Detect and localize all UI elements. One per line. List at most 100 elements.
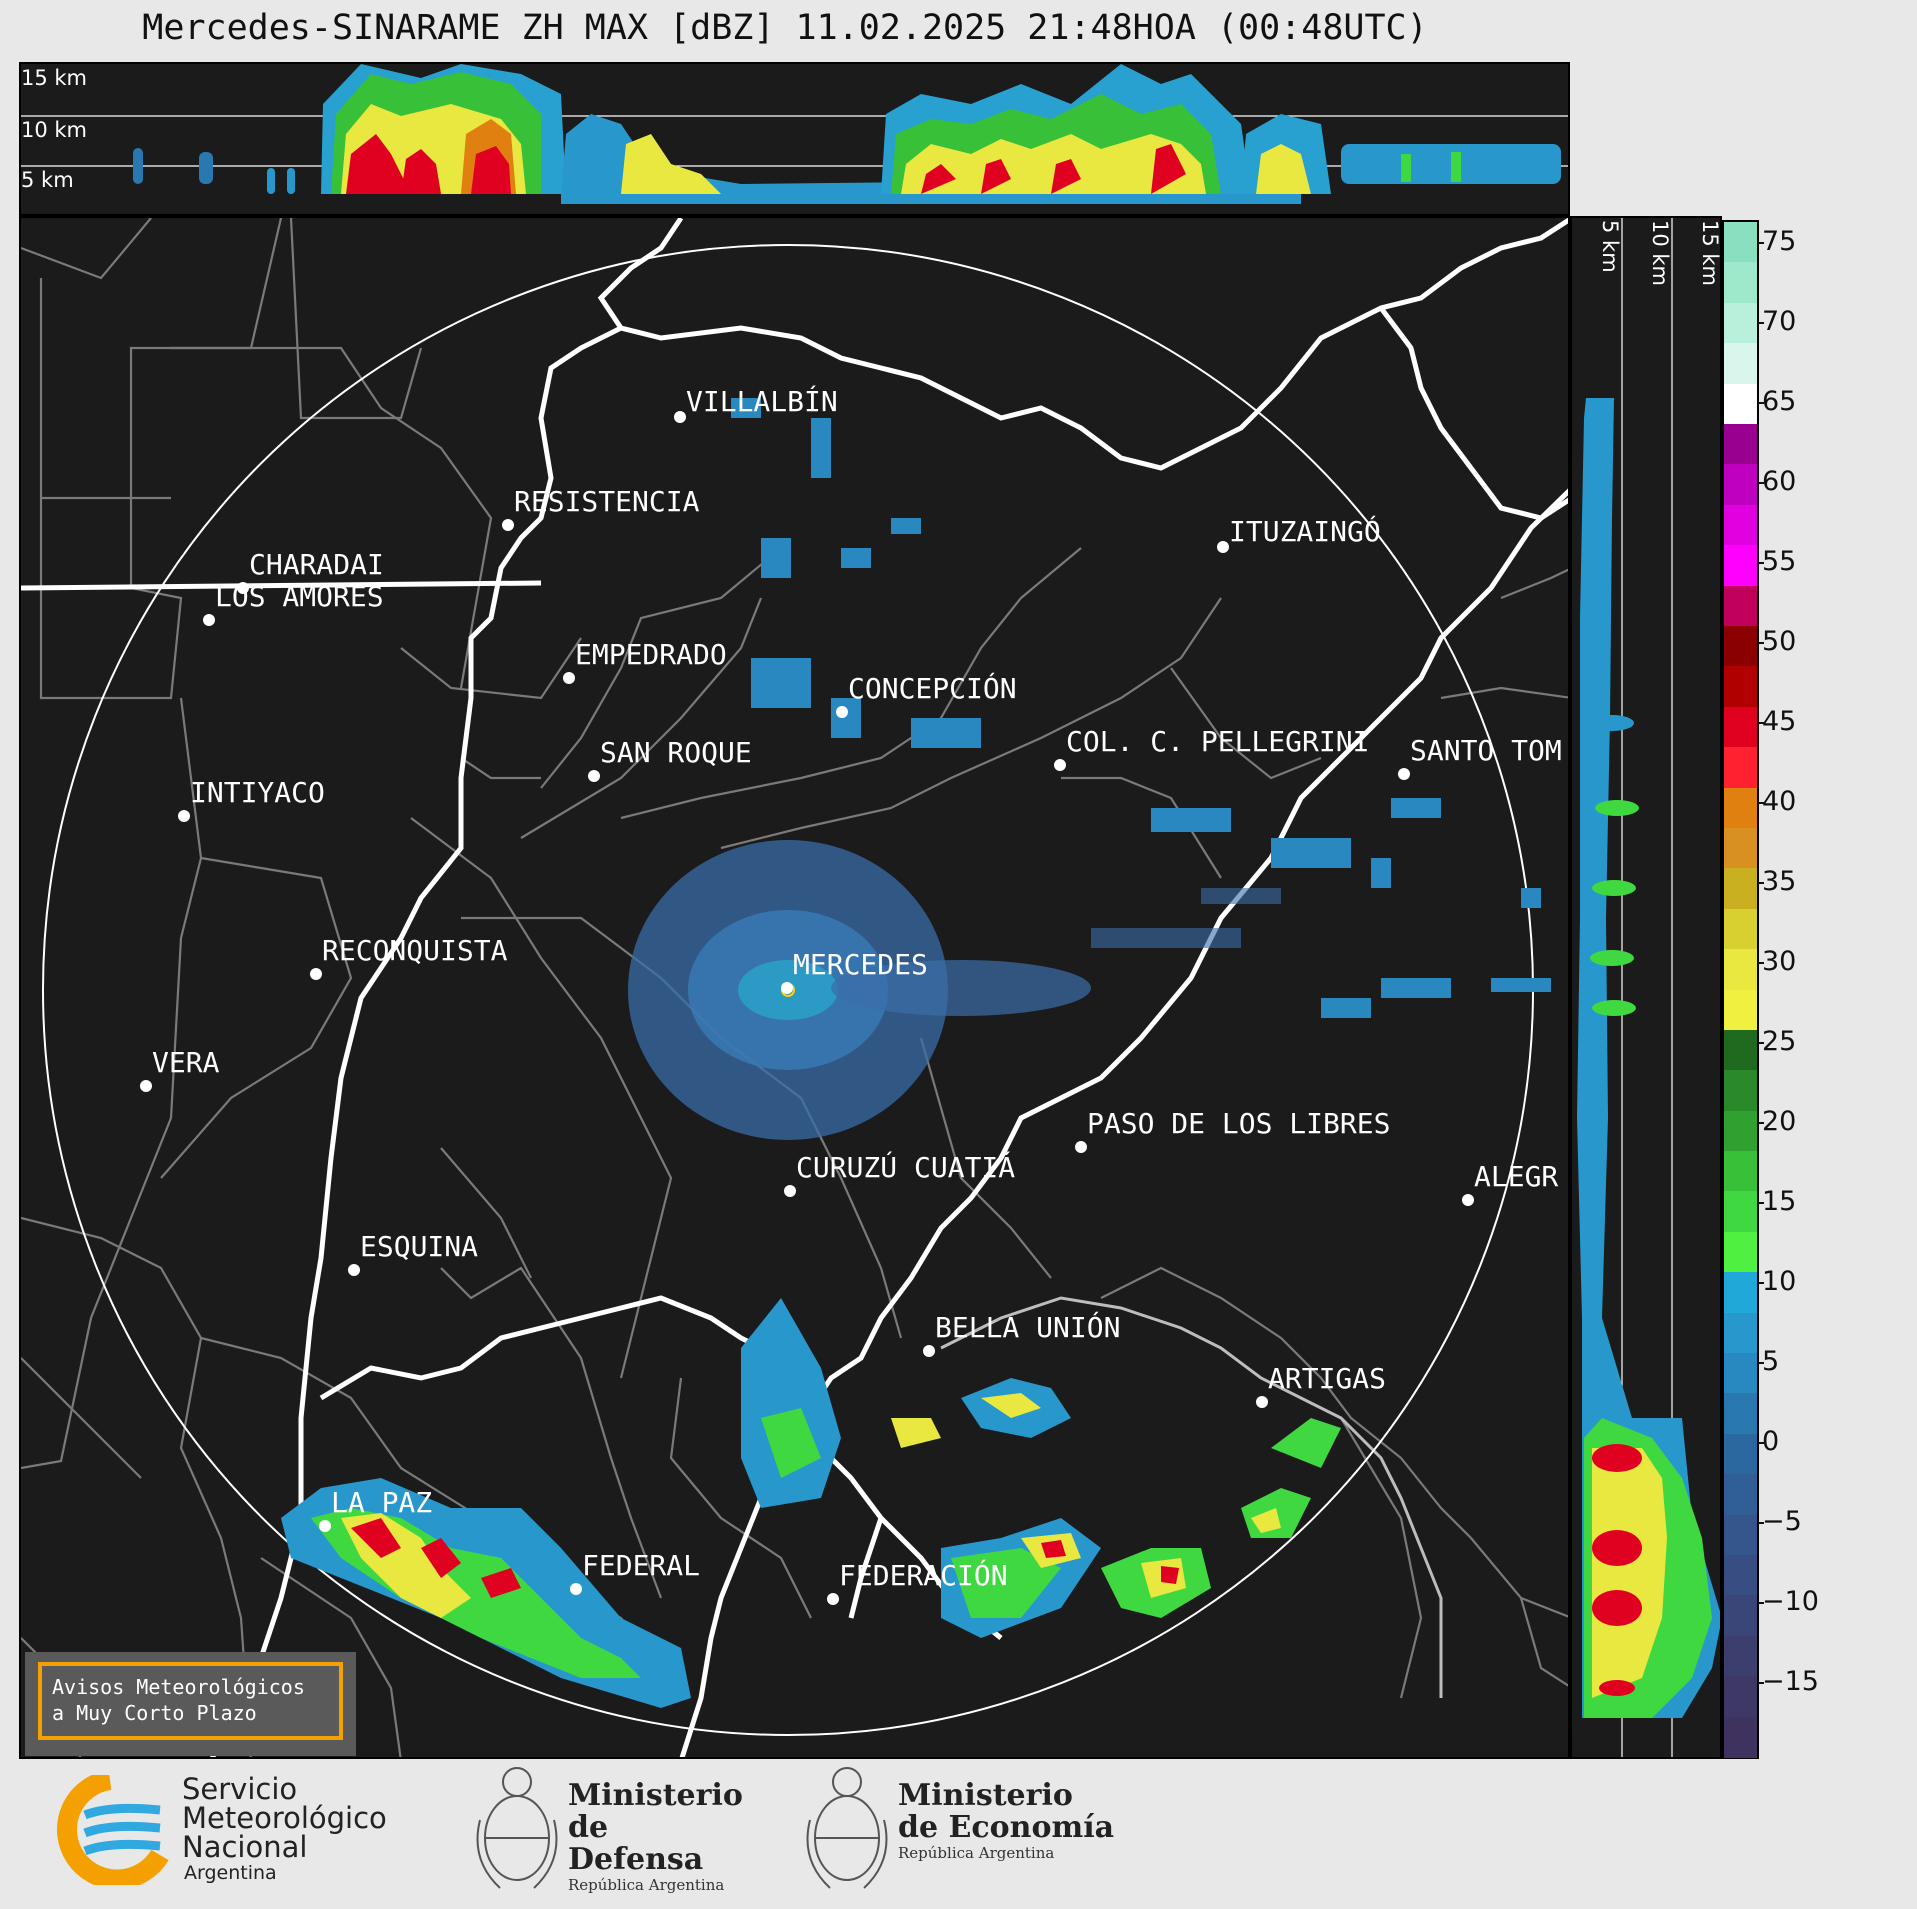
colorbar-tick-label: 50: [1757, 626, 1797, 657]
city-label: INTIYACO: [190, 776, 325, 809]
warning-box-frame[interactable]: Avisos Meteorológicos a Muy Corto Plazo: [38, 1662, 343, 1740]
colorbar-tick-label: 40: [1757, 786, 1797, 817]
colorbar-step: [1724, 666, 1757, 708]
colorbar-step: [1724, 1393, 1757, 1435]
radar-title: Mercedes-SINARAME ZH MAX [dBZ] 11.02.202…: [142, 8, 1428, 48]
smn-line-4: Argentina: [184, 1862, 277, 1884]
colorbar-step: [1724, 585, 1757, 627]
smn-logo-mark: [57, 1770, 169, 1890]
smn-line-3: Nacional: [182, 1830, 308, 1864]
smn-line-1: Servicio: [182, 1772, 298, 1806]
colorbar-step: [1724, 1474, 1757, 1516]
top-height-label-15: 15 km: [21, 66, 88, 90]
colorbar-step: [1724, 1110, 1757, 1152]
top-profile-echoes: [133, 64, 1561, 204]
city-label: CHARADAI: [249, 548, 384, 581]
colorbar-step: [1724, 222, 1757, 263]
colorbar-step: [1724, 1595, 1757, 1637]
smn-line-2: Meteorológico: [182, 1801, 387, 1835]
top-height-label-5: 5 km: [21, 168, 74, 192]
colorbar-step: [1724, 423, 1757, 465]
city-label: VERA: [152, 1046, 220, 1079]
colorbar-step: [1724, 504, 1757, 546]
city-label: RESISTENCIA: [514, 485, 700, 518]
city-dot: [1075, 1141, 1087, 1153]
city-dot: [563, 672, 575, 684]
top-profile-plot: [21, 64, 1568, 204]
colorbar-step: [1724, 343, 1757, 385]
colorbar-tick-label: 10: [1757, 1266, 1797, 1297]
colorbar-tick-label: 60: [1757, 466, 1797, 497]
city-dot: [178, 810, 190, 822]
city-dot: [1054, 759, 1066, 771]
city-dot: [836, 706, 848, 718]
colorbar-tick-label: 25: [1757, 1026, 1797, 1057]
city-dot: [588, 770, 600, 782]
colorbar-step: [1724, 949, 1757, 991]
top-height-label-10: 10 km: [21, 118, 88, 142]
colorbar-step: [1724, 747, 1757, 789]
warning-box[interactable]: Avisos Meteorológicos a Muy Corto Plazo: [25, 1652, 356, 1756]
city-label: FEDERACIÓN: [839, 1559, 1008, 1592]
colorbar-tick-label: −5: [1758, 1506, 1802, 1537]
city-label: PASO DE LOS LIBRES: [1087, 1107, 1391, 1140]
city-label: COL. C. PELLEGRINI: [1066, 725, 1370, 758]
city-dot: [674, 411, 686, 423]
side-height-label-15: 15 km: [1698, 220, 1722, 287]
city-dot: [310, 968, 322, 980]
side-profile-echoes: [1577, 398, 1720, 1718]
colorbar-step: [1724, 868, 1757, 910]
colorbar-tick-label: 15: [1757, 1186, 1797, 1217]
colorbar-step: [1724, 1312, 1757, 1354]
top-height-profile: 15 km 10 km 5 km: [19, 62, 1570, 216]
economia-sub: República Argentina: [898, 1844, 1055, 1862]
colorbar-step: [1724, 383, 1757, 425]
colorbar-step: [1724, 989, 1757, 1031]
side-height-label-5: 5 km: [1598, 220, 1622, 273]
city-label: ARTIGAS: [1268, 1362, 1387, 1395]
defensa-logo: Ministerio de Defensa República Argentin…: [470, 1760, 750, 1900]
city-label: ESQUINA: [360, 1230, 479, 1263]
colorbar-step: [1724, 827, 1757, 869]
economia-logo: Ministerio de Economía República Argenti…: [800, 1760, 1120, 1900]
colorbar-tick-label: 55: [1757, 546, 1797, 577]
colorbar-tick-label: −15: [1758, 1666, 1819, 1697]
city-dot: [237, 582, 249, 594]
city-dot: [784, 1185, 796, 1197]
radar-map[interactable]: VILLALBÍN RESISTENCIA CHARADAI ITUZAINGÓ…: [19, 216, 1570, 1759]
colorbar-step: [1724, 1070, 1757, 1112]
city-label: ALEGR: [1474, 1160, 1559, 1193]
city-dot: [203, 614, 215, 626]
south-storms: [281, 1298, 1341, 1708]
city-label: LOS AMORES: [215, 580, 384, 613]
colorbar-step: [1724, 1676, 1757, 1718]
city-label: BELLA UNIÓN: [935, 1311, 1121, 1344]
defensa-coat-of-arms-icon: [476, 1767, 558, 1889]
city-label: LA PAZ: [331, 1486, 433, 1519]
uruguay-border: [940, 1296, 1443, 1698]
colorbar-step: [1724, 1433, 1757, 1475]
colorbar-step: [1724, 1353, 1757, 1395]
defensa-sub: República Argentina: [568, 1876, 725, 1894]
colorbar-tick-label: 5: [1757, 1346, 1780, 1377]
smn-logo: Servicio Meteorológico Nacional Argentin…: [50, 1770, 410, 1895]
rivers-borders: [21, 218, 1568, 1757]
city-dot: [1217, 541, 1229, 553]
city-dot: [570, 1583, 582, 1595]
side-height-profile: 5 km 10 km 15 km: [1570, 216, 1722, 1759]
colorbar-step: [1724, 1716, 1757, 1758]
colorbar-step: [1724, 545, 1757, 587]
colorbar-tick-label: 75: [1757, 226, 1797, 257]
city-label: SANTO TOM: [1410, 734, 1562, 767]
north-echoes: [731, 398, 1551, 1018]
economia-line-2: de Economía: [898, 1810, 1115, 1845]
city-dot: [827, 1593, 839, 1605]
colorbar-tick-label: 45: [1757, 706, 1797, 737]
city-dot: [502, 519, 514, 531]
city-label: RECONQUISTA: [322, 934, 508, 967]
city-label: SAN ROQUE: [600, 736, 752, 769]
colorbar-step: [1724, 908, 1757, 950]
city-label: ITUZAINGÓ: [1229, 515, 1381, 548]
colorbar-step: [1724, 787, 1757, 829]
colorbar-step: [1724, 1635, 1757, 1677]
